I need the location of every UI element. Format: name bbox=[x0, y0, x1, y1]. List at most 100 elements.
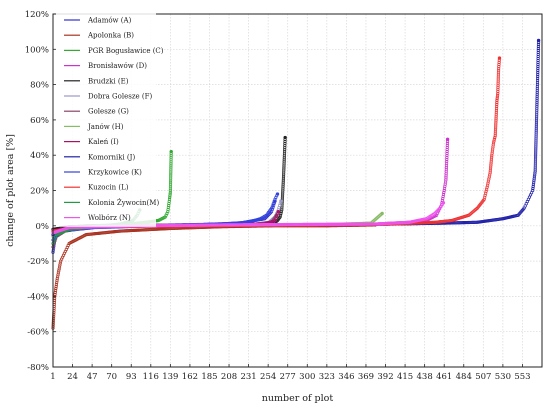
data-point bbox=[156, 223, 160, 228]
data-point bbox=[307, 222, 311, 226]
data-point bbox=[254, 223, 258, 227]
data-point bbox=[493, 132, 497, 136]
data-point bbox=[490, 153, 494, 157]
x-tick-label: 507 bbox=[475, 372, 491, 382]
data-point bbox=[294, 222, 298, 227]
data-point bbox=[363, 222, 367, 226]
data-point bbox=[296, 222, 300, 227]
data-point bbox=[279, 210, 283, 214]
data-point bbox=[441, 196, 445, 201]
data-point bbox=[444, 168, 448, 172]
data-point bbox=[282, 158, 286, 162]
data-point bbox=[441, 194, 445, 199]
data-point bbox=[490, 151, 494, 155]
data-point bbox=[169, 162, 173, 166]
data-point bbox=[186, 223, 191, 227]
legend-label: Janów (H) bbox=[87, 123, 124, 131]
data-point bbox=[281, 180, 285, 184]
data-point bbox=[489, 157, 494, 161]
legend-label: Kaleń (I) bbox=[88, 138, 119, 146]
y-tick-label: 40% bbox=[30, 151, 49, 161]
data-point bbox=[493, 135, 497, 140]
legend-label: Wolbórz (N) bbox=[88, 214, 131, 222]
data-point bbox=[165, 223, 169, 228]
data-point bbox=[534, 119, 539, 123]
data-point bbox=[535, 103, 539, 107]
data-point bbox=[305, 222, 309, 226]
data-point bbox=[53, 288, 58, 293]
data-point bbox=[250, 223, 254, 227]
y-tick-label: -40% bbox=[27, 292, 49, 302]
data-point bbox=[283, 144, 287, 148]
y-tick-label: -80% bbox=[27, 363, 49, 373]
data-point bbox=[281, 176, 286, 180]
data-point bbox=[496, 73, 501, 77]
data-point bbox=[280, 194, 285, 198]
data-point bbox=[276, 222, 281, 227]
y-tick-label: -20% bbox=[27, 257, 49, 267]
data-point bbox=[281, 178, 285, 182]
data-point bbox=[275, 222, 280, 227]
data-point bbox=[187, 223, 192, 227]
data-point bbox=[228, 223, 233, 227]
data-point bbox=[536, 71, 540, 75]
data-point bbox=[534, 117, 539, 121]
data-point bbox=[371, 222, 375, 226]
data-point bbox=[220, 223, 224, 227]
data-point bbox=[496, 69, 501, 73]
data-point bbox=[233, 223, 238, 227]
data-point bbox=[267, 223, 271, 227]
data-point bbox=[445, 147, 449, 152]
y-tick-label: 80% bbox=[30, 81, 49, 91]
data-point bbox=[258, 223, 262, 227]
data-point bbox=[261, 223, 265, 227]
x-axis-title: number of plot bbox=[262, 393, 334, 404]
data-point bbox=[239, 223, 243, 227]
data-point bbox=[179, 223, 183, 227]
data-point bbox=[168, 182, 173, 186]
x-tick-label: 346 bbox=[338, 372, 354, 382]
data-point bbox=[188, 223, 193, 227]
data-point bbox=[535, 113, 539, 117]
data-point bbox=[206, 223, 210, 227]
x-tick-label: 47 bbox=[87, 372, 98, 382]
x-tick-label: 162 bbox=[182, 372, 198, 382]
data-point bbox=[495, 97, 499, 101]
data-point bbox=[536, 52, 540, 57]
data-point bbox=[311, 222, 315, 226]
data-point bbox=[494, 106, 499, 110]
data-point bbox=[535, 109, 539, 113]
y-axis-title: change of plot area [%] bbox=[5, 134, 16, 247]
data-point bbox=[534, 133, 538, 137]
x-tick-label: 553 bbox=[514, 372, 530, 382]
data-point bbox=[57, 265, 62, 269]
data-point bbox=[169, 178, 173, 182]
data-point bbox=[442, 190, 446, 195]
data-point bbox=[534, 151, 538, 155]
data-point bbox=[535, 95, 539, 99]
data-point bbox=[178, 223, 182, 227]
data-point bbox=[221, 223, 225, 227]
data-point bbox=[58, 261, 62, 265]
data-point bbox=[324, 222, 329, 226]
x-tick-label: 323 bbox=[319, 372, 335, 382]
data-point bbox=[497, 60, 501, 64]
data-point bbox=[534, 125, 538, 129]
data-point bbox=[189, 223, 194, 227]
data-point bbox=[531, 183, 536, 187]
x-tick-label: 231 bbox=[240, 372, 256, 382]
data-point bbox=[298, 222, 302, 227]
data-point bbox=[290, 222, 294, 227]
data-point bbox=[310, 222, 314, 226]
data-point bbox=[534, 127, 538, 131]
data-point bbox=[204, 223, 208, 227]
data-point bbox=[349, 222, 353, 226]
data-point bbox=[536, 67, 540, 71]
data-point bbox=[168, 190, 172, 194]
data-point bbox=[445, 155, 449, 160]
data-point bbox=[286, 222, 290, 227]
data-point bbox=[473, 220, 477, 224]
data-point bbox=[494, 122, 498, 126]
data-point bbox=[183, 223, 187, 227]
data-point bbox=[238, 223, 242, 227]
